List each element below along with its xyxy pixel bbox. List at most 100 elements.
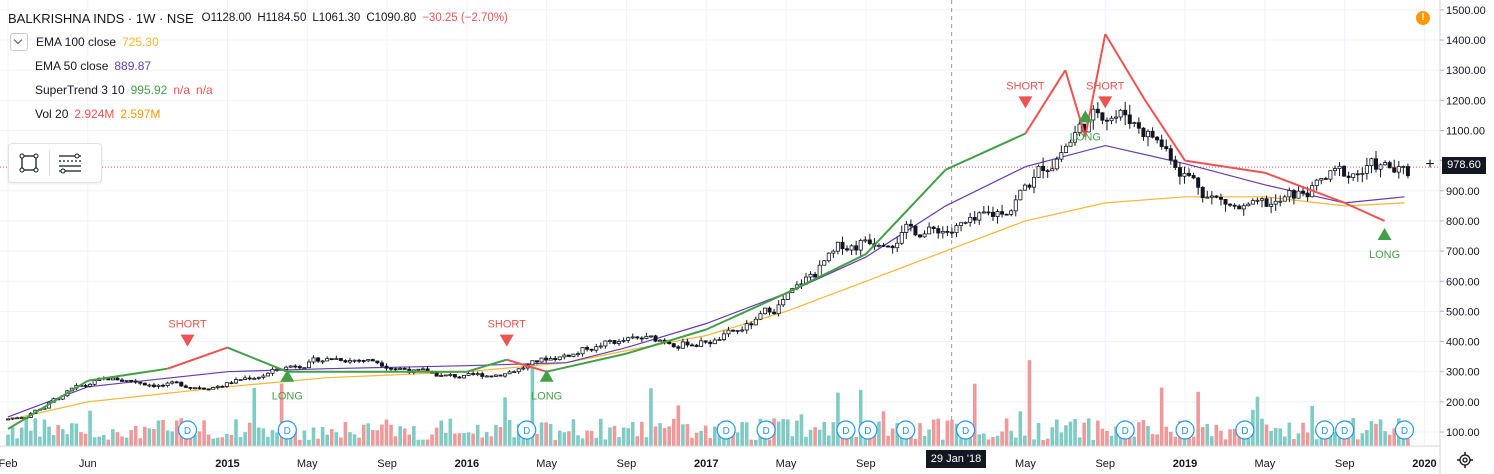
dividend-marker[interactable]: D: [1115, 420, 1135, 440]
candle-body: [316, 357, 321, 362]
warning-icon[interactable]: !: [1416, 11, 1430, 25]
dividend-marker[interactable]: D: [177, 420, 198, 440]
candle-body: [685, 341, 690, 346]
time-tick-label: Sep: [856, 458, 876, 470]
candle-body: [1328, 170, 1333, 180]
candle-body: [890, 245, 895, 249]
volume-bar: [480, 437, 485, 446]
legend-ema100-row[interactable]: EMA 100 close 725.30: [8, 30, 508, 54]
candle-body: [389, 367, 394, 370]
dividend-marker[interactable]: D: [277, 420, 297, 440]
dividend-marker[interactable]: D: [1175, 420, 1195, 440]
volume-bar: [1273, 427, 1278, 446]
volume-bar: [836, 392, 840, 446]
supertrend-segment: [227, 346, 288, 373]
volume-bar: [466, 432, 471, 446]
candle-body: [512, 371, 517, 374]
candle-body: [899, 232, 904, 244]
dividend-marker[interactable]: D: [1394, 420, 1415, 440]
volume-bar: [694, 432, 699, 446]
volume-bar: [776, 421, 781, 446]
dividend-marker[interactable]: D: [1335, 420, 1355, 440]
symbol-title[interactable]: BALKRISHNA INDS · 1W · NSE: [8, 10, 194, 26]
volume-bar: [215, 437, 220, 446]
close-value: C1090.80: [366, 12, 417, 24]
candle-body: [480, 373, 485, 377]
candle-body: [922, 233, 927, 238]
legend-ema50-row[interactable]: EMA 50 close 889.87: [8, 54, 508, 78]
candle-body: [1164, 146, 1169, 150]
candle-body: [735, 330, 740, 332]
lines-tool-button[interactable]: [50, 147, 90, 179]
candle-body: [170, 381, 175, 384]
volume-bar: [42, 419, 47, 446]
candle-body: [1036, 165, 1041, 178]
volume-bar: [922, 436, 927, 446]
dividend-marker[interactable]: D: [1315, 420, 1335, 440]
time-tick-label: 2020: [1412, 458, 1436, 470]
candle-body: [1150, 130, 1155, 138]
long-arrow-icon: [1078, 110, 1093, 123]
dividend-marker[interactable]: D: [858, 420, 878, 440]
volume-bar: [649, 388, 653, 446]
short-arrow-icon: [499, 334, 514, 347]
long-signal-label: LONG: [1070, 131, 1101, 143]
drawing-toolbox: [8, 143, 102, 183]
dividend-marker[interactable]: D: [836, 420, 856, 440]
volume-bar: [557, 430, 562, 446]
candle-body: [585, 347, 590, 350]
candle-body: [1141, 127, 1146, 138]
candle-body: [1218, 196, 1223, 200]
dividend-label: D: [1401, 426, 1408, 437]
gear-icon[interactable]: [1456, 451, 1474, 469]
dividend-marker[interactable]: D: [517, 420, 537, 440]
candle-body: [211, 386, 216, 390]
candle-body: [981, 211, 986, 214]
price-tick-label: 1400.00: [1446, 35, 1486, 47]
dividend-marker[interactable]: D: [955, 420, 976, 440]
volume-bar: [1260, 418, 1264, 446]
candle-body: [142, 382, 147, 386]
add-price-line-icon[interactable]: +: [1425, 156, 1435, 173]
volume-bar: [298, 439, 302, 446]
volume-bar: [827, 435, 831, 446]
volume-bar: [380, 424, 384, 446]
time-tick-label: 2019: [1173, 458, 1197, 470]
volume-bar: [1127, 431, 1132, 446]
volume-bar: [603, 439, 608, 446]
candle-body: [913, 225, 918, 236]
short-arrow-icon: [180, 334, 195, 347]
volume-bar: [33, 418, 38, 446]
volume-bar: [348, 432, 352, 446]
volume-bar: [963, 437, 968, 446]
volume-bar: [133, 425, 138, 446]
candle-body: [1013, 199, 1018, 212]
legend-supertrend-row[interactable]: SuperTrend 3 10 995.92 n/a n/a: [8, 78, 508, 102]
dividend-marker[interactable]: D: [756, 420, 776, 440]
candle-body: [1177, 167, 1182, 177]
dividend-marker[interactable]: D: [1235, 420, 1255, 440]
candle-body: [1132, 122, 1137, 125]
volume-bar: [635, 436, 640, 446]
collapse-legend-button[interactable]: [10, 33, 28, 51]
supertrend-na1: n/a: [173, 83, 191, 97]
legend-vol-row[interactable]: Vol 20 2.924M 2.597M: [8, 102, 508, 126]
rectangle-tool-button[interactable]: [9, 147, 49, 179]
time-tick-label: Sep: [617, 458, 637, 470]
candle-body: [589, 348, 594, 351]
short-signal-label: SHORT: [1006, 80, 1045, 92]
dividend-marker[interactable]: D: [896, 420, 916, 440]
candle-body: [197, 387, 202, 390]
volume-bar: [302, 430, 307, 446]
volume-bar: [1150, 433, 1155, 446]
candle-body: [876, 244, 881, 247]
volume-bar: [790, 436, 795, 446]
candle-body: [243, 377, 248, 380]
candle-body: [1260, 198, 1265, 201]
price-tick-label: 1500.00: [1446, 5, 1486, 17]
volume-bar: [170, 431, 174, 446]
candle-body: [1095, 108, 1100, 114]
dividend-marker[interactable]: D: [716, 420, 736, 440]
candle-body: [822, 260, 827, 266]
volume-bar: [1296, 433, 1301, 446]
